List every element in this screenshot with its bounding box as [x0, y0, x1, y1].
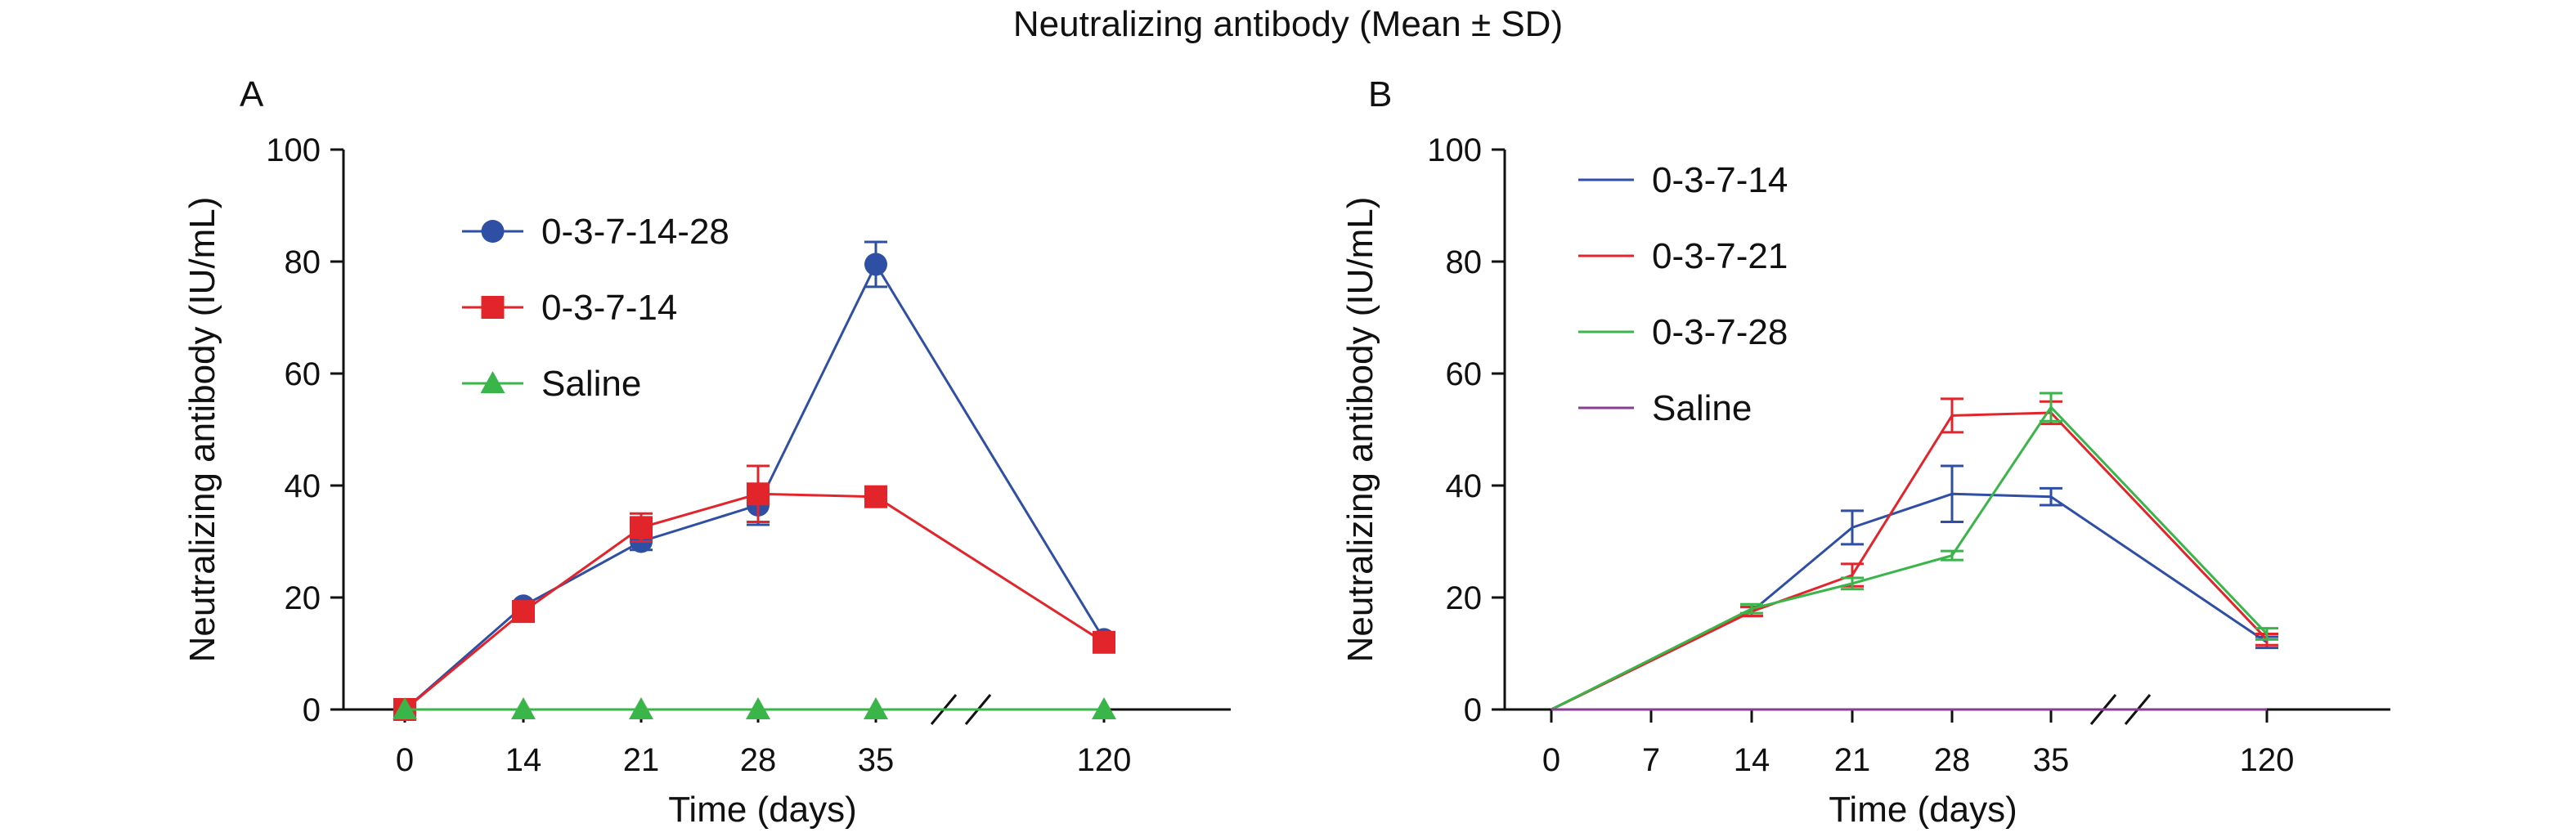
x-tick-label-a-14: 14 — [505, 742, 542, 778]
legend-label-b-3: Saline — [1652, 388, 1752, 428]
data-point-a-2-0 — [393, 697, 417, 719]
legend-marker-a-2 — [480, 371, 505, 393]
legend-label-b-0: 0-3-7-14 — [1652, 160, 1788, 200]
panel-a-letter: A — [240, 74, 264, 114]
y-axis-label-b: Neutralizing antibody (IU/mL) — [1340, 197, 1380, 663]
data-point-a-2-1 — [511, 697, 536, 719]
data-point-a-1-3 — [747, 482, 770, 506]
data-point-a-1-1 — [512, 600, 535, 624]
series-b-2: 0-3-7-28 — [1551, 312, 2278, 711]
series-b-3: Saline — [1551, 388, 2267, 711]
legend-label-b-1: 0-3-7-21 — [1652, 236, 1788, 276]
y-tick-label-a-0: 0 — [303, 692, 321, 728]
data-point-a-1-5 — [1093, 630, 1115, 654]
x-tick-label-a-120: 120 — [1077, 742, 1132, 778]
y-tick-label-a-60: 60 — [285, 356, 321, 392]
series-line-a-0 — [404, 262, 1106, 711]
x-axis-label-b: Time (days) — [1829, 790, 2017, 830]
y-tick-label-a-100: 100 — [266, 132, 321, 168]
y-tick-label-b-80: 80 — [1446, 244, 1483, 280]
legend-marker-a-0 — [481, 220, 505, 243]
data-point-a-2-4 — [864, 697, 888, 719]
x-tick-label-b-7: 7 — [1642, 742, 1660, 778]
x-tick-label-a-28: 28 — [740, 742, 777, 778]
series-a-1: 0-3-7-14 — [393, 288, 1115, 721]
x-tick-label-b-35: 35 — [2033, 742, 2070, 778]
data-point-a-2-5 — [1092, 697, 1116, 719]
x-tick-label-a-21: 21 — [623, 742, 660, 778]
y-tick-label-b-0: 0 — [1464, 692, 1482, 728]
data-point-a-2-3 — [746, 697, 770, 719]
x-tick-label-b-0: 0 — [1542, 742, 1560, 778]
y-tick-label-b-60: 60 — [1446, 356, 1483, 392]
x-tick-label-a-35: 35 — [858, 742, 895, 778]
figure-title: Neutralizing antibody (Mean ± SD) — [1013, 4, 1563, 44]
series-line-a-1 — [404, 492, 1105, 711]
legend-label-a-2: Saline — [541, 364, 641, 404]
data-point-a-1-4 — [864, 485, 887, 508]
y-tick-label-a-80: 80 — [285, 244, 321, 280]
x-tick-label-b-14: 14 — [1734, 742, 1770, 778]
series-a-2: Saline — [393, 364, 1116, 719]
y-tick-label-a-40: 40 — [285, 468, 321, 504]
y-tick-label-b-40: 40 — [1446, 468, 1483, 504]
panel-b-letter: B — [1368, 74, 1392, 114]
x-tick-label-b-28: 28 — [1934, 742, 1971, 778]
data-point-a-0-4 — [864, 253, 887, 276]
x-tick-label-b-21: 21 — [1834, 742, 1871, 778]
y-tick-label-a-20: 20 — [285, 580, 321, 616]
y-axis-label-a: Neutralizing antibody (IU/mL) — [182, 197, 222, 663]
y-tick-label-b-100: 100 — [1427, 132, 1482, 168]
legend-label-a-1: 0-3-7-14 — [541, 288, 677, 328]
data-point-a-2-2 — [629, 697, 653, 719]
legend-marker-a-1 — [481, 296, 505, 319]
y-tick-label-b-20: 20 — [1446, 580, 1483, 616]
x-axis-label-a: Time (days) — [668, 790, 857, 830]
x-tick-label-a-0: 0 — [396, 742, 414, 778]
x-tick-label-b-120: 120 — [2240, 742, 2295, 778]
legend-label-a-0: 0-3-7-14-28 — [541, 212, 729, 252]
panel-a: A 0 20 40 60 80 100 0 14 21 28 35 120 Time (days) Neut… — [182, 74, 1231, 830]
series-line-b-2 — [1551, 405, 2269, 711]
data-point-a-1-2 — [630, 516, 653, 539]
series-line-b-1 — [1551, 411, 2269, 711]
panel-b: B 0 20 40 60 80 100 0 7 14 21 28 35 120 Time (days) Neu… — [1340, 74, 2390, 830]
series-b-1: 0-3-7-21 — [1551, 236, 2278, 711]
legend-label-b-2: 0-3-7-28 — [1652, 312, 1788, 352]
